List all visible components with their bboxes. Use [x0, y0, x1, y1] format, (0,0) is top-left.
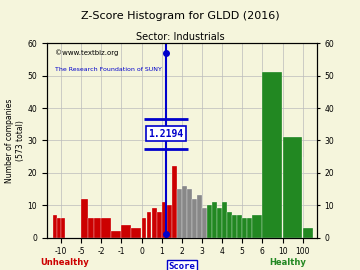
Bar — [192, 199, 197, 238]
Bar — [202, 208, 207, 238]
Bar — [283, 137, 302, 238]
Bar — [111, 231, 121, 238]
Bar — [247, 218, 252, 238]
Bar — [172, 166, 177, 238]
Bar — [57, 218, 61, 238]
Bar — [147, 212, 152, 238]
Bar — [232, 215, 237, 238]
Bar — [262, 72, 282, 238]
Bar — [131, 228, 141, 238]
Bar — [94, 218, 101, 238]
Bar — [141, 218, 147, 238]
Bar — [242, 218, 247, 238]
X-axis label: Score: Score — [168, 262, 195, 270]
Bar — [157, 212, 162, 238]
Bar — [212, 202, 217, 238]
Bar — [187, 189, 192, 238]
Bar — [207, 205, 212, 238]
Bar — [88, 218, 94, 238]
Text: Healthy: Healthy — [270, 258, 306, 266]
Bar — [217, 208, 222, 238]
Bar — [61, 218, 65, 238]
Text: ©www.textbiz.org: ©www.textbiz.org — [55, 49, 118, 56]
Bar — [81, 199, 87, 238]
Bar — [177, 189, 182, 238]
Text: Z-Score Histogram for GLDD (2016): Z-Score Histogram for GLDD (2016) — [81, 11, 279, 21]
Text: 1.2194: 1.2194 — [148, 129, 184, 139]
Bar — [53, 215, 57, 238]
Y-axis label: Number of companies
(573 total): Number of companies (573 total) — [5, 98, 24, 183]
Bar — [197, 195, 202, 238]
Bar — [237, 215, 242, 238]
Text: The Research Foundation of SUNY: The Research Foundation of SUNY — [55, 66, 162, 72]
Bar — [182, 186, 187, 238]
Text: Sector: Industrials: Sector: Industrials — [136, 32, 224, 42]
Bar — [101, 218, 111, 238]
Bar — [167, 205, 172, 238]
Bar — [252, 215, 262, 238]
Bar — [303, 228, 313, 238]
Bar — [227, 212, 232, 238]
Text: Unhealthy: Unhealthy — [40, 258, 89, 266]
Bar — [162, 202, 167, 238]
Bar — [222, 202, 227, 238]
Bar — [121, 225, 131, 238]
Bar — [152, 208, 157, 238]
